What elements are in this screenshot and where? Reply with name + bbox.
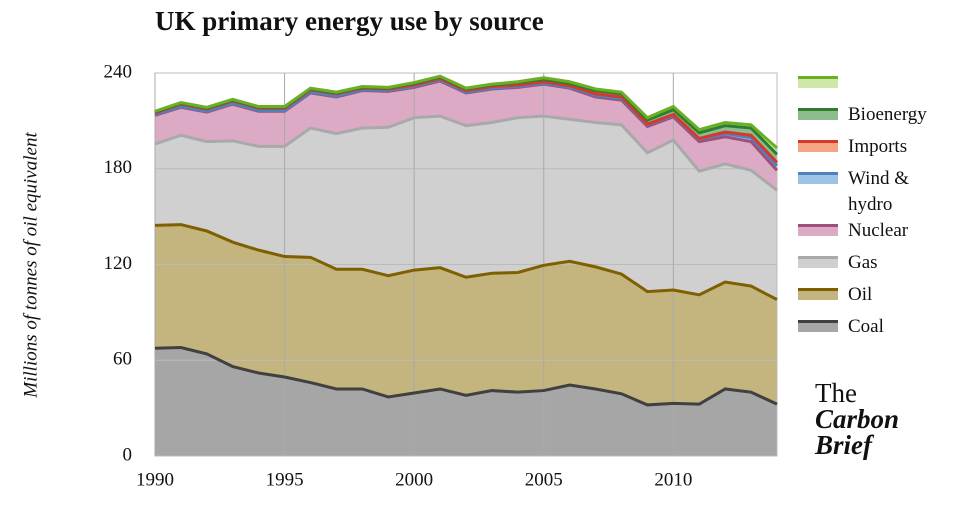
area-line bbox=[154, 114, 778, 192]
y-tick-label: 60 bbox=[113, 349, 132, 370]
legend-label: Oil bbox=[848, 284, 873, 305]
legend-item bbox=[798, 70, 958, 102]
y-tick-label: 0 bbox=[123, 444, 133, 465]
legend-item: Wind & hydro bbox=[798, 166, 958, 218]
legend-swatch bbox=[798, 288, 838, 300]
area bbox=[155, 347, 777, 456]
y-axis-label: Millions of tonnes of oil equivalent bbox=[20, 132, 41, 399]
legend-label: Imports bbox=[848, 136, 908, 157]
areas bbox=[155, 76, 777, 456]
brand-text: The bbox=[815, 378, 857, 408]
legend-item: Coal bbox=[798, 314, 958, 346]
brand-logo: The Carbon Brief bbox=[815, 378, 900, 460]
brand-text: Carbon bbox=[815, 404, 900, 434]
area-line bbox=[154, 223, 778, 301]
legend-swatch bbox=[798, 256, 838, 268]
brand-text: Brief bbox=[815, 430, 872, 460]
y-tick-label: 180 bbox=[104, 157, 133, 178]
y-tick-label: 120 bbox=[104, 253, 133, 274]
legend-item: Oil bbox=[798, 282, 958, 314]
area bbox=[155, 76, 777, 163]
area bbox=[155, 80, 777, 191]
x-tick-label: 2010 bbox=[654, 469, 692, 490]
legend-item: Gas bbox=[798, 250, 958, 282]
area-line bbox=[154, 345, 778, 407]
chart-title: UK primary energy use by source bbox=[155, 6, 544, 36]
legend-label: Coal bbox=[848, 316, 884, 337]
legend-item: Imports bbox=[798, 134, 958, 166]
legend-swatch bbox=[798, 140, 838, 152]
legend-label: Bioenergy bbox=[848, 104, 927, 125]
legend-swatch bbox=[798, 320, 838, 332]
legend-item: Bioenergy bbox=[798, 102, 958, 134]
legend-label: Wind & hydro bbox=[848, 168, 909, 215]
y-tick-label: 240 bbox=[104, 61, 133, 82]
legend-swatch bbox=[798, 76, 838, 88]
x-tick-label: 2000 bbox=[395, 469, 433, 490]
x-tick-label: 2005 bbox=[525, 469, 563, 490]
legend-label: Gas bbox=[848, 252, 878, 273]
x-tick-label: 1995 bbox=[266, 469, 304, 490]
area bbox=[155, 116, 777, 300]
legend-swatch bbox=[798, 108, 838, 120]
legend: Bioenergy Imports Wind & hydro Nuclear Gas Oi… bbox=[798, 70, 958, 346]
legend-label: Nuclear bbox=[848, 220, 909, 241]
area-line bbox=[154, 74, 778, 150]
x-tick-label: 1990 bbox=[136, 469, 174, 490]
legend-item: Nuclear bbox=[798, 218, 958, 250]
legend-swatch bbox=[798, 224, 838, 236]
legend-swatch bbox=[798, 172, 838, 184]
